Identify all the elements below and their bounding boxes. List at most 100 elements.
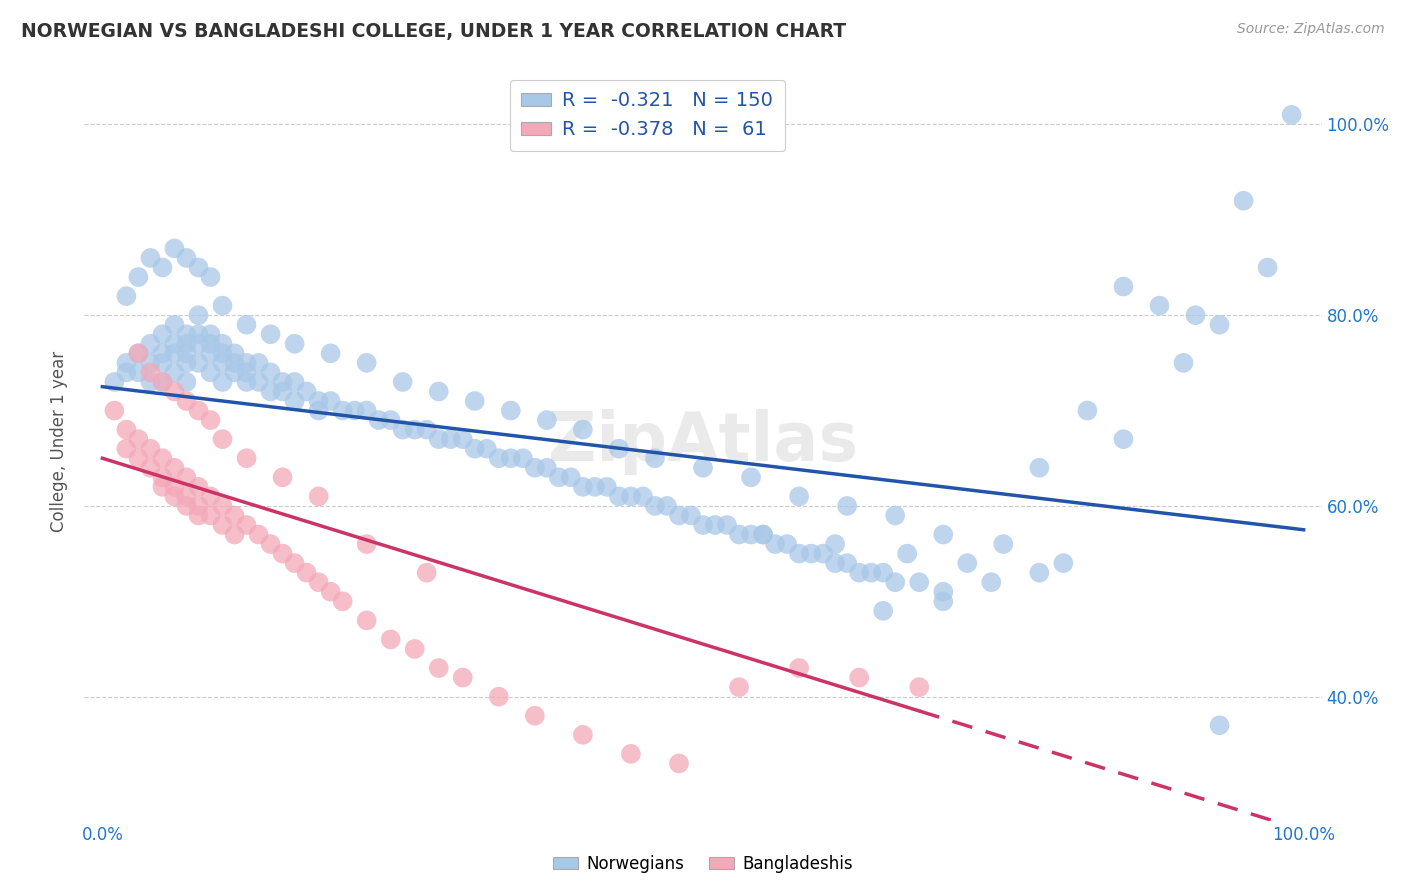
Point bbox=[152, 375, 174, 389]
Point bbox=[704, 518, 727, 533]
Point bbox=[884, 575, 907, 590]
Point bbox=[752, 527, 775, 541]
Point bbox=[139, 356, 162, 370]
Point bbox=[356, 613, 378, 627]
Point bbox=[512, 451, 534, 466]
Point bbox=[127, 451, 149, 466]
Point bbox=[308, 489, 330, 503]
Point bbox=[536, 460, 558, 475]
Point bbox=[176, 375, 198, 389]
Point bbox=[1028, 460, 1050, 475]
Point bbox=[499, 403, 522, 417]
Point bbox=[152, 470, 174, 484]
Point bbox=[440, 432, 463, 446]
Point bbox=[235, 451, 257, 466]
Point bbox=[1149, 299, 1171, 313]
Point bbox=[200, 270, 222, 285]
Point bbox=[848, 566, 870, 580]
Point bbox=[547, 470, 569, 484]
Point bbox=[224, 508, 246, 523]
Point bbox=[187, 336, 209, 351]
Point bbox=[932, 584, 955, 599]
Point bbox=[259, 537, 281, 551]
Point bbox=[152, 327, 174, 342]
Point bbox=[176, 489, 198, 503]
Point bbox=[380, 413, 402, 427]
Point bbox=[523, 708, 546, 723]
Point bbox=[284, 375, 307, 389]
Point bbox=[884, 508, 907, 523]
Point bbox=[380, 632, 402, 647]
Point bbox=[980, 575, 1002, 590]
Point bbox=[1281, 108, 1303, 122]
Point bbox=[235, 356, 257, 370]
Point bbox=[200, 413, 222, 427]
Point bbox=[488, 451, 510, 466]
Point bbox=[259, 384, 281, 399]
Point bbox=[572, 728, 595, 742]
Point bbox=[668, 756, 690, 771]
Point bbox=[163, 318, 186, 332]
Point bbox=[872, 566, 894, 580]
Point bbox=[811, 547, 834, 561]
Point bbox=[139, 251, 162, 265]
Point bbox=[152, 356, 174, 370]
Point bbox=[152, 346, 174, 360]
Point bbox=[224, 346, 246, 360]
Point bbox=[152, 480, 174, 494]
Point bbox=[356, 403, 378, 417]
Point bbox=[163, 384, 186, 399]
Point bbox=[176, 327, 198, 342]
Point bbox=[224, 356, 246, 370]
Point bbox=[308, 575, 330, 590]
Point bbox=[932, 527, 955, 541]
Point bbox=[235, 365, 257, 379]
Point bbox=[115, 365, 138, 379]
Point bbox=[332, 594, 354, 608]
Point bbox=[932, 594, 955, 608]
Point bbox=[692, 460, 714, 475]
Point bbox=[572, 480, 595, 494]
Point bbox=[176, 394, 198, 409]
Point bbox=[176, 346, 198, 360]
Point bbox=[152, 375, 174, 389]
Point bbox=[224, 365, 246, 379]
Point bbox=[319, 394, 342, 409]
Point bbox=[837, 556, 859, 570]
Point bbox=[356, 537, 378, 551]
Point bbox=[787, 547, 810, 561]
Point bbox=[271, 547, 294, 561]
Point bbox=[308, 394, 330, 409]
Point bbox=[860, 566, 883, 580]
Text: NORWEGIAN VS BANGLADESHI COLLEGE, UNDER 1 YEAR CORRELATION CHART: NORWEGIAN VS BANGLADESHI COLLEGE, UNDER … bbox=[21, 22, 846, 41]
Point bbox=[139, 336, 162, 351]
Point bbox=[115, 423, 138, 437]
Point bbox=[319, 346, 342, 360]
Point bbox=[211, 499, 233, 513]
Point bbox=[1173, 356, 1195, 370]
Point bbox=[152, 260, 174, 275]
Point bbox=[644, 499, 666, 513]
Point bbox=[908, 680, 931, 694]
Point bbox=[187, 499, 209, 513]
Point bbox=[1076, 403, 1098, 417]
Point bbox=[187, 403, 209, 417]
Point bbox=[295, 384, 318, 399]
Point bbox=[415, 566, 437, 580]
Point bbox=[115, 289, 138, 303]
Point bbox=[451, 671, 474, 685]
Point bbox=[451, 432, 474, 446]
Point bbox=[1112, 279, 1135, 293]
Point bbox=[1184, 308, 1206, 322]
Point bbox=[787, 489, 810, 503]
Point bbox=[176, 336, 198, 351]
Point bbox=[583, 480, 606, 494]
Point bbox=[415, 423, 437, 437]
Point bbox=[200, 327, 222, 342]
Text: Source: ZipAtlas.com: Source: ZipAtlas.com bbox=[1237, 22, 1385, 37]
Point bbox=[536, 413, 558, 427]
Point bbox=[607, 489, 630, 503]
Point bbox=[152, 451, 174, 466]
Point bbox=[728, 527, 751, 541]
Point bbox=[824, 537, 846, 551]
